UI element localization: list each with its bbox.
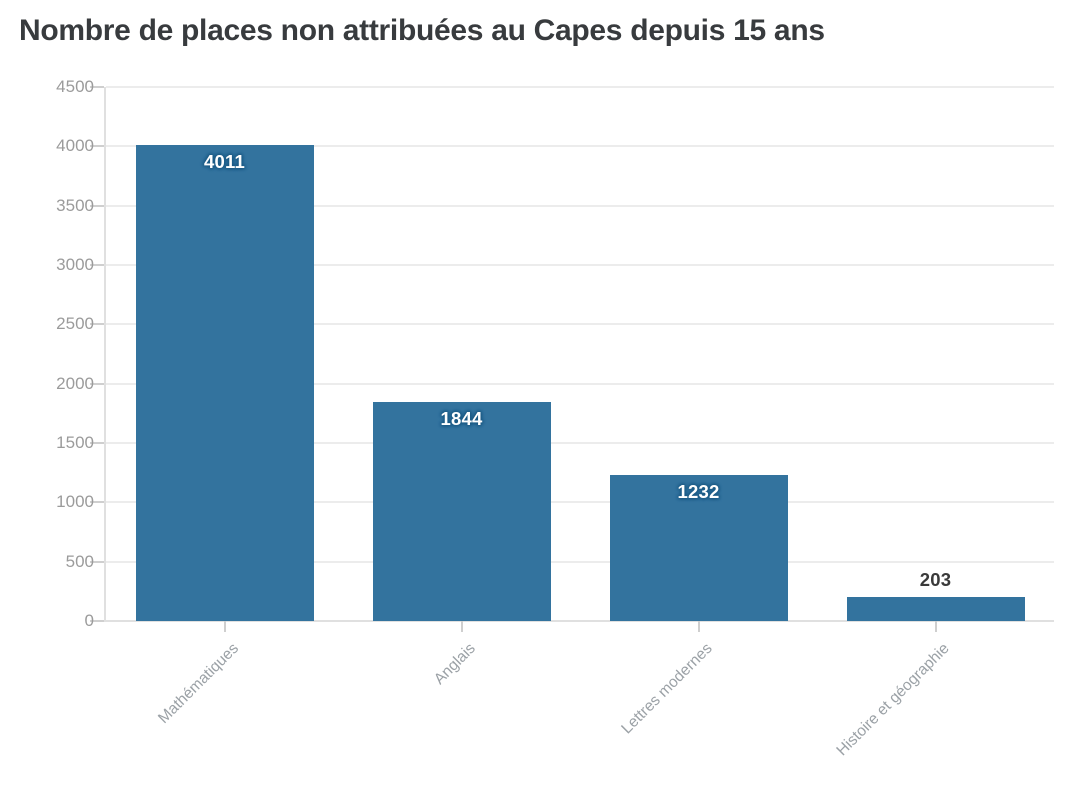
y-axis-tick-label-4000: 4000 <box>56 136 94 156</box>
x-axis-label-lettres-modernes: Lettres modernes <box>618 640 716 738</box>
gridline-3500 <box>106 204 1054 207</box>
y-axis-tick-2000 <box>90 382 104 385</box>
plot-area: 0 500 1000 1500 2000 2500 3000 3500 4000 4500 4011… <box>56 77 1054 759</box>
y-axis-tick-label-2500: 2500 <box>56 314 94 334</box>
x-axis-tick-anglais <box>460 621 463 632</box>
x-axis-label-mathematiques: Mathématiques <box>154 640 242 727</box>
chart-title: Nombre de places non attribuées au Capes… <box>19 14 825 47</box>
x-axis-label-anglais: Anglais <box>430 640 479 688</box>
gridline-1500 <box>106 442 1054 444</box>
gridline-3000 <box>106 264 1054 266</box>
gridline-500 <box>106 560 1054 563</box>
x-axis-tick-lettres-modernes <box>697 621 700 632</box>
x-axis-label-histoire-et-geographie: Histoire et géographie <box>833 640 953 760</box>
y-axis-tick-label-0: 0 <box>84 611 94 630</box>
y-axis-tick-label-1500: 1500 <box>56 433 94 452</box>
bar-histoire-et-geographie[interactable] <box>846 597 1025 621</box>
y-axis-line <box>104 87 106 622</box>
gridline-0 <box>106 620 1054 622</box>
x-axis-tick-mathematiques <box>223 621 226 632</box>
y-axis-tick-500 <box>90 560 104 563</box>
y-axis-tick-0 <box>90 620 104 622</box>
y-axis-tick-label-2000: 2000 <box>56 373 94 393</box>
y-axis-tick-label-3500: 3500 <box>56 195 94 215</box>
bar-value-label-histoire-et-geographie: 203 <box>919 569 952 590</box>
bar-lettres-modernes[interactable] <box>609 475 788 621</box>
gridline-2000 <box>106 382 1054 385</box>
bar-anglais[interactable] <box>372 402 551 621</box>
gridline-1000 <box>106 501 1054 504</box>
gridline-4500 <box>106 86 1054 88</box>
y-axis-tick-4000 <box>90 145 104 148</box>
gridline-2500 <box>106 323 1054 326</box>
y-axis-tick-label-1000: 1000 <box>56 492 94 512</box>
y-axis-tick-1000 <box>90 501 104 504</box>
y-axis-tick-1500 <box>90 442 104 444</box>
bar-value-label-lettres-modernes: 1232 <box>677 481 720 502</box>
y-axis-tick-3500 <box>90 204 104 207</box>
y-axis-tick-label-3000: 3000 <box>56 255 94 274</box>
y-axis-tick-2500 <box>90 323 104 326</box>
gridline-4000 <box>106 145 1054 148</box>
bar-value-label-mathematiques: 4011 <box>204 151 245 172</box>
bar-mathematiques[interactable] <box>135 145 314 621</box>
y-axis-tick-label-500: 500 <box>65 551 94 571</box>
y-axis-tick-label-4500: 4500 <box>56 77 94 96</box>
bar-value-label-anglais: 1844 <box>440 408 483 429</box>
x-axis-tick-histoire-et-geographie <box>934 621 937 632</box>
y-axis-tick-3000 <box>90 264 104 266</box>
y-axis-tick-4500 <box>90 86 104 88</box>
